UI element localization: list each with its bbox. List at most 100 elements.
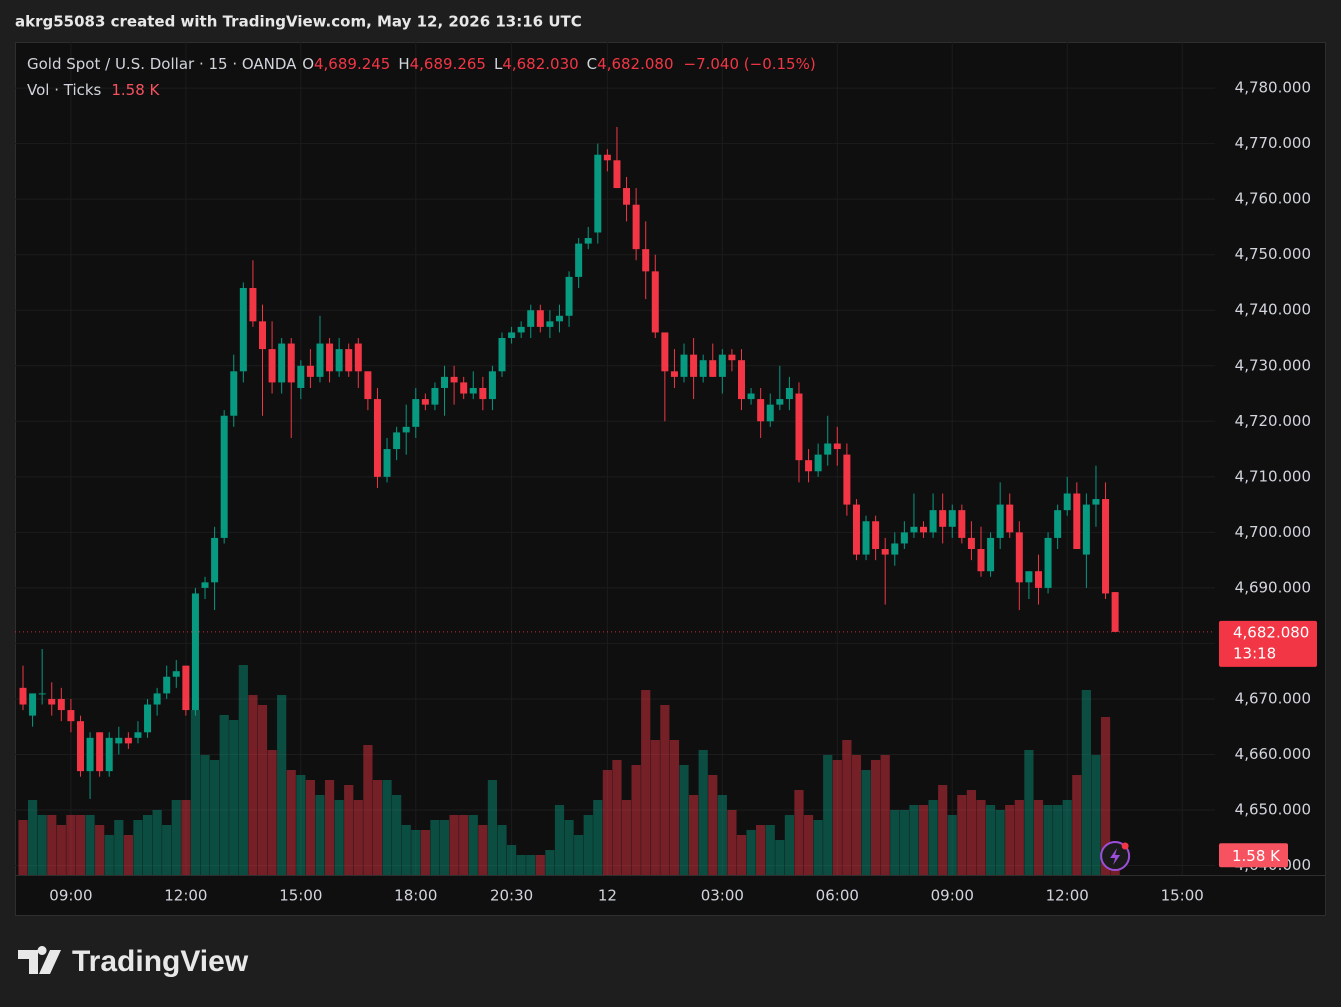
- candle-body: [977, 549, 985, 572]
- volume-bar: [478, 825, 488, 875]
- candle-body: [230, 371, 238, 416]
- volume-bar: [277, 695, 287, 875]
- candle-body: [249, 288, 257, 322]
- footer-logo: TradingView: [18, 945, 249, 978]
- candle-body: [594, 154, 602, 233]
- candle-body: [211, 537, 219, 583]
- volume-bar: [1033, 800, 1044, 875]
- volume-bar: [890, 810, 900, 875]
- candle-body: [431, 387, 439, 405]
- candle-body: [144, 704, 152, 733]
- candle-body: [1082, 504, 1090, 555]
- y-tick-label: 4,750.000: [1235, 245, 1311, 263]
- alert-bolt: [1110, 848, 1121, 865]
- candle-body: [239, 288, 247, 372]
- volume-bar: [459, 815, 469, 875]
- legend-line: Gold Spot / U.S. Dollar · 15 · OANDA O4,6…: [27, 55, 816, 73]
- x-tick-label: 09:00: [49, 887, 92, 905]
- candle-body: [278, 343, 286, 383]
- candle-body: [939, 510, 947, 527]
- volume-bar: [631, 765, 641, 875]
- candle-body: [958, 510, 966, 538]
- volume-bar: [257, 705, 268, 875]
- volume-bar: [746, 830, 756, 875]
- legend-open: 4,689.245: [314, 55, 390, 73]
- candle-body: [268, 349, 276, 383]
- volume-bar: [918, 805, 929, 875]
- volume-bar: [602, 770, 612, 875]
- x-tick-label: 03:00: [701, 887, 744, 905]
- volume-bar: [899, 810, 909, 875]
- volume-bar: [957, 795, 967, 875]
- candle-body: [259, 321, 266, 350]
- volume-bar: [401, 825, 411, 875]
- volume-bar: [823, 755, 833, 875]
- x-tick-label: 12:00: [164, 887, 207, 905]
- legend-c: C: [587, 55, 597, 73]
- x-tick-label: 18:00: [394, 887, 437, 905]
- volume-bar: [976, 800, 986, 875]
- x-tick-label: 20:30: [490, 887, 533, 905]
- candle-body: [105, 737, 113, 772]
- volume-bar: [344, 785, 354, 875]
- volume-bar: [880, 755, 890, 875]
- volume-layer: [18, 665, 1120, 875]
- volume-bar: [392, 795, 402, 875]
- candle-body: [1006, 504, 1014, 533]
- x-tick-label: 06:00: [816, 887, 859, 905]
- volume-bar: [210, 760, 220, 875]
- axis-layer: 4,640.0004,650.0004,660.0004,670.0004,68…: [15, 79, 1317, 905]
- volume-bar: [938, 785, 948, 875]
- volume-bar: [803, 815, 814, 875]
- candle-body: [1092, 499, 1100, 505]
- volume-bar: [114, 820, 124, 875]
- candle-body: [872, 521, 880, 550]
- volume-bar: [152, 810, 162, 875]
- volume-bar: [1043, 805, 1053, 875]
- candle-body: [364, 371, 372, 400]
- volume-bar: [190, 710, 201, 875]
- volume-bar: [909, 805, 919, 875]
- volume-bar: [123, 835, 133, 875]
- legend-close: 4,682.080: [597, 55, 673, 73]
- volume-bar: [1014, 800, 1024, 875]
- legend-low: 4,682.030: [502, 55, 578, 73]
- volume-bar: [574, 835, 584, 875]
- y-tick-label: 4,710.000: [1235, 467, 1311, 485]
- candle-body: [632, 204, 640, 250]
- volume-bar: [621, 800, 632, 875]
- candle-body: [441, 376, 449, 388]
- volume-bar: [928, 800, 938, 875]
- volume-bar: [871, 760, 881, 875]
- candle-body: [709, 360, 717, 377]
- volume-bar: [564, 820, 574, 875]
- candle-body: [450, 376, 458, 383]
- volume-bar: [1072, 775, 1082, 875]
- volume-bar: [286, 770, 296, 875]
- candle-body: [623, 188, 631, 205]
- candle-body: [881, 549, 889, 555]
- volume-bar: [411, 830, 421, 875]
- candle-body: [900, 532, 908, 544]
- candle-body: [172, 671, 180, 677]
- volume-bar: [439, 820, 450, 875]
- volume-bar: [468, 815, 478, 875]
- volume-bar: [334, 800, 344, 875]
- volume-bar: [516, 855, 526, 875]
- y-tick-label: 4,720.000: [1235, 412, 1311, 430]
- x-tick-label: 09:00: [931, 887, 974, 905]
- candle-body: [1044, 537, 1052, 588]
- candle-body: [680, 354, 688, 377]
- volume-bar: [75, 815, 86, 875]
- volume-bar: [526, 855, 536, 875]
- candle-body: [805, 460, 813, 472]
- y-tick-label: 4,780.000: [1235, 79, 1311, 97]
- volume-bar: [296, 775, 306, 875]
- candle-body: [383, 449, 391, 477]
- volume-bar: [727, 810, 737, 875]
- candle-body: [316, 343, 324, 377]
- volume-bar: [1024, 750, 1034, 875]
- y-tick-label: 4,690.000: [1235, 578, 1311, 596]
- y-tick-label: 4,660.000: [1235, 745, 1311, 763]
- candle-body: [508, 332, 516, 338]
